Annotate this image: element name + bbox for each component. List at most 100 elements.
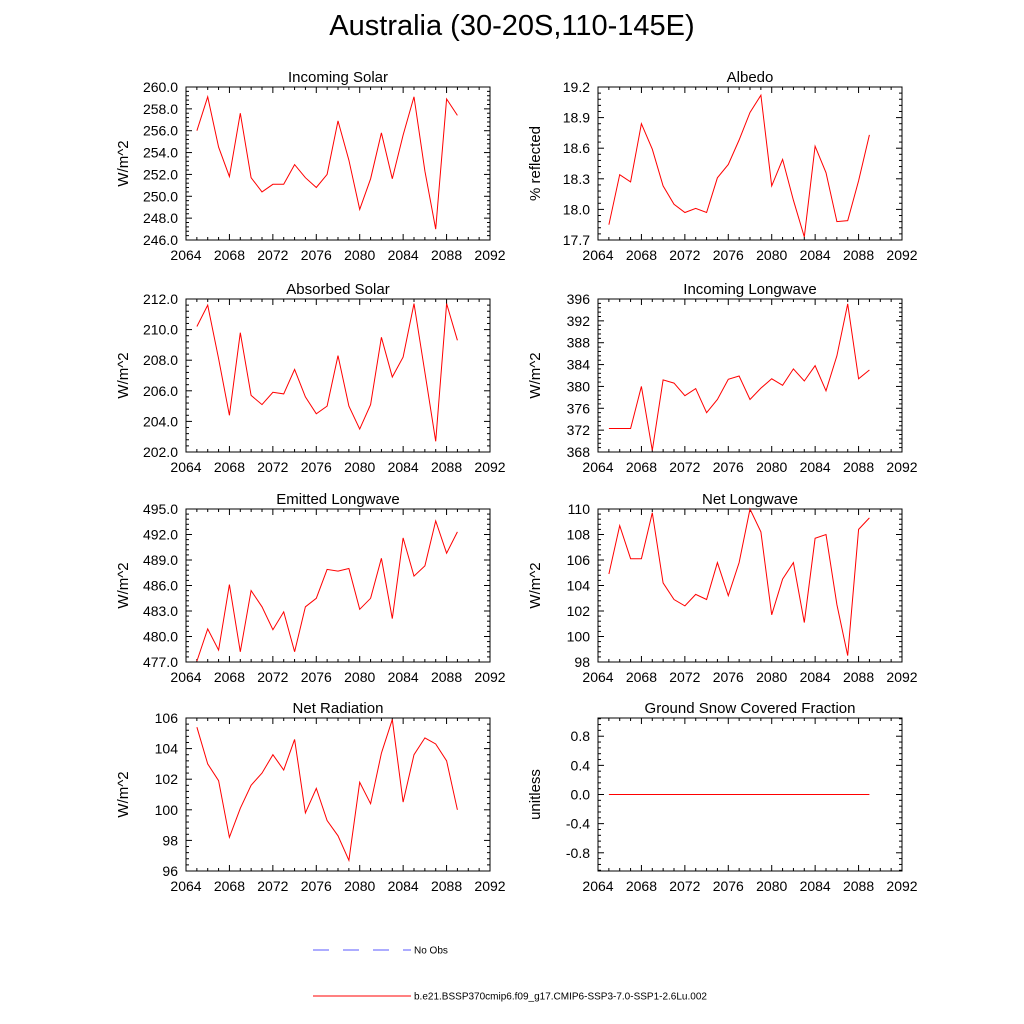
x-tick-label: 2068 <box>626 878 657 894</box>
x-tick-label: 2092 <box>474 669 505 685</box>
plot-frame <box>597 298 903 453</box>
y-tick-label: 380 <box>567 378 591 394</box>
x-tick-label: 2068 <box>214 247 245 263</box>
x-tick-label: 2076 <box>301 459 332 475</box>
y-tick-label: 204.0 <box>143 413 178 429</box>
y-tick-label: 250.0 <box>143 188 178 204</box>
y-tick-label: 260.0 <box>143 79 178 95</box>
series-line <box>196 303 458 442</box>
panel-title: Albedo <box>727 69 774 86</box>
x-tick-label: 2076 <box>301 247 332 263</box>
series-line <box>608 303 870 451</box>
y-axis-label: W/m^2 <box>115 352 132 398</box>
x-tick-label: 2072 <box>669 669 700 685</box>
y-tick-label: 246.0 <box>143 232 178 248</box>
x-tick-label: 2088 <box>431 669 462 685</box>
panel-net-radiation: Net Radiation W/m^2 2064 2068 2072 2076 2080 20… <box>115 700 506 894</box>
y-tick-label: 108 <box>567 527 591 543</box>
y-tick-label: 248.0 <box>143 210 178 226</box>
y-tick-label: 106 <box>155 710 179 726</box>
y-tick-label: 392 <box>567 313 591 329</box>
panel-ground-snow-covered-fraction: Ground Snow Covered Fraction unitless 2064… <box>527 700 918 894</box>
panel-title: Absorbed Solar <box>286 281 389 298</box>
y-tick-label: 102 <box>155 771 179 787</box>
x-tick-label: 2068 <box>626 247 657 263</box>
y-tick-label: 483.0 <box>143 603 178 619</box>
panel-title: Net Longwave <box>702 491 798 508</box>
y-tick-label: 480.0 <box>143 629 178 645</box>
y-tick-label: 202.0 <box>143 444 178 460</box>
y-axis-label: W/m^2 <box>115 771 132 817</box>
x-tick-label: 2084 <box>388 459 419 475</box>
x-tick-label: 2072 <box>257 878 288 894</box>
y-tick-label: 206.0 <box>143 383 178 399</box>
y-tick-label: 18.6 <box>563 140 590 156</box>
y-tick-label: 376 <box>567 400 591 416</box>
x-tick-label: 2064 <box>170 878 201 894</box>
x-tick-label: 2064 <box>582 459 613 475</box>
x-tick-label: 2064 <box>170 669 201 685</box>
y-tick-label: 388 <box>567 335 591 351</box>
y-tick-label: 486.0 <box>143 578 178 594</box>
y-tick-label: 495.0 <box>143 501 178 517</box>
y-tick-label: 106 <box>567 552 591 568</box>
x-tick-label: 2080 <box>344 878 375 894</box>
plot-frame <box>185 508 491 663</box>
x-tick-label: 2064 <box>582 669 613 685</box>
x-tick-label: 2092 <box>474 878 505 894</box>
y-tick-label: 208.0 <box>143 352 178 368</box>
x-tick-label: 2072 <box>257 669 288 685</box>
x-tick-label: 2092 <box>474 247 505 263</box>
panel-title: Net Radiation <box>293 700 384 717</box>
y-tick-label: 396 <box>567 291 591 307</box>
panel-title: Emitted Longwave <box>276 491 399 508</box>
y-tick-label: 477.0 <box>143 654 178 670</box>
panel-net-longwave: Net Longwave W/m^2 2064 2068 2072 2076 2080 208… <box>527 491 918 685</box>
y-tick-label: 384 <box>567 357 591 373</box>
x-tick-label: 2072 <box>669 247 700 263</box>
legend-obs-label: No Obs <box>414 946 448 957</box>
series-line <box>196 519 458 662</box>
x-tick-label: 2092 <box>886 669 917 685</box>
x-tick-label: 2076 <box>713 459 744 475</box>
y-tick-label: 256.0 <box>143 123 178 139</box>
panel-title: Incoming Longwave <box>683 281 816 298</box>
x-tick-label: 2084 <box>388 878 419 894</box>
y-tick-label: 100 <box>155 802 179 818</box>
x-tick-label: 2064 <box>582 247 613 263</box>
y-tick-label: 102 <box>567 603 591 619</box>
y-tick-label: 18.9 <box>563 110 590 126</box>
y-tick-label: 372 <box>567 422 591 438</box>
x-tick-label: 2084 <box>388 247 419 263</box>
series-line <box>196 94 458 230</box>
panel-absorbed-solar: Absorbed Solar W/m^2 2064 2068 2072 2076 2080 2… <box>115 281 506 475</box>
x-tick-label: 2088 <box>843 459 874 475</box>
plot-frame <box>597 86 903 241</box>
x-tick-label: 2068 <box>214 669 245 685</box>
y-tick-label: 368 <box>567 444 591 460</box>
x-tick-label: 2092 <box>886 247 917 263</box>
x-tick-label: 2064 <box>170 247 201 263</box>
x-tick-label: 2088 <box>431 878 462 894</box>
panel-title: Incoming Solar <box>288 69 388 86</box>
x-tick-label: 2064 <box>170 459 201 475</box>
panel-emitted-longwave: Emitted Longwave W/m^2 2064 2068 2072 2076 208… <box>115 491 506 685</box>
y-tick-label: 210.0 <box>143 322 178 338</box>
x-tick-label: 2068 <box>626 459 657 475</box>
x-tick-label: 2072 <box>669 878 700 894</box>
y-tick-label: 0.4 <box>571 757 591 773</box>
y-tick-label: 212.0 <box>143 291 178 307</box>
plot-frame <box>597 508 903 663</box>
y-axis-label: W/m^2 <box>527 562 544 608</box>
y-tick-label: 98 <box>574 654 590 670</box>
panel-title: Ground Snow Covered Fraction <box>645 700 856 717</box>
panel-albedo: Albedo % reflected 2064 2068 2072 2076 2080 208… <box>527 69 918 263</box>
y-axis-label: W/m^2 <box>115 562 132 608</box>
y-tick-label: 104 <box>567 578 591 594</box>
y-tick-label: 0.0 <box>571 787 591 803</box>
x-tick-label: 2084 <box>800 459 831 475</box>
y-axis-label: W/m^2 <box>115 140 132 186</box>
y-tick-label: 0.8 <box>571 728 591 744</box>
series-line <box>196 719 458 863</box>
